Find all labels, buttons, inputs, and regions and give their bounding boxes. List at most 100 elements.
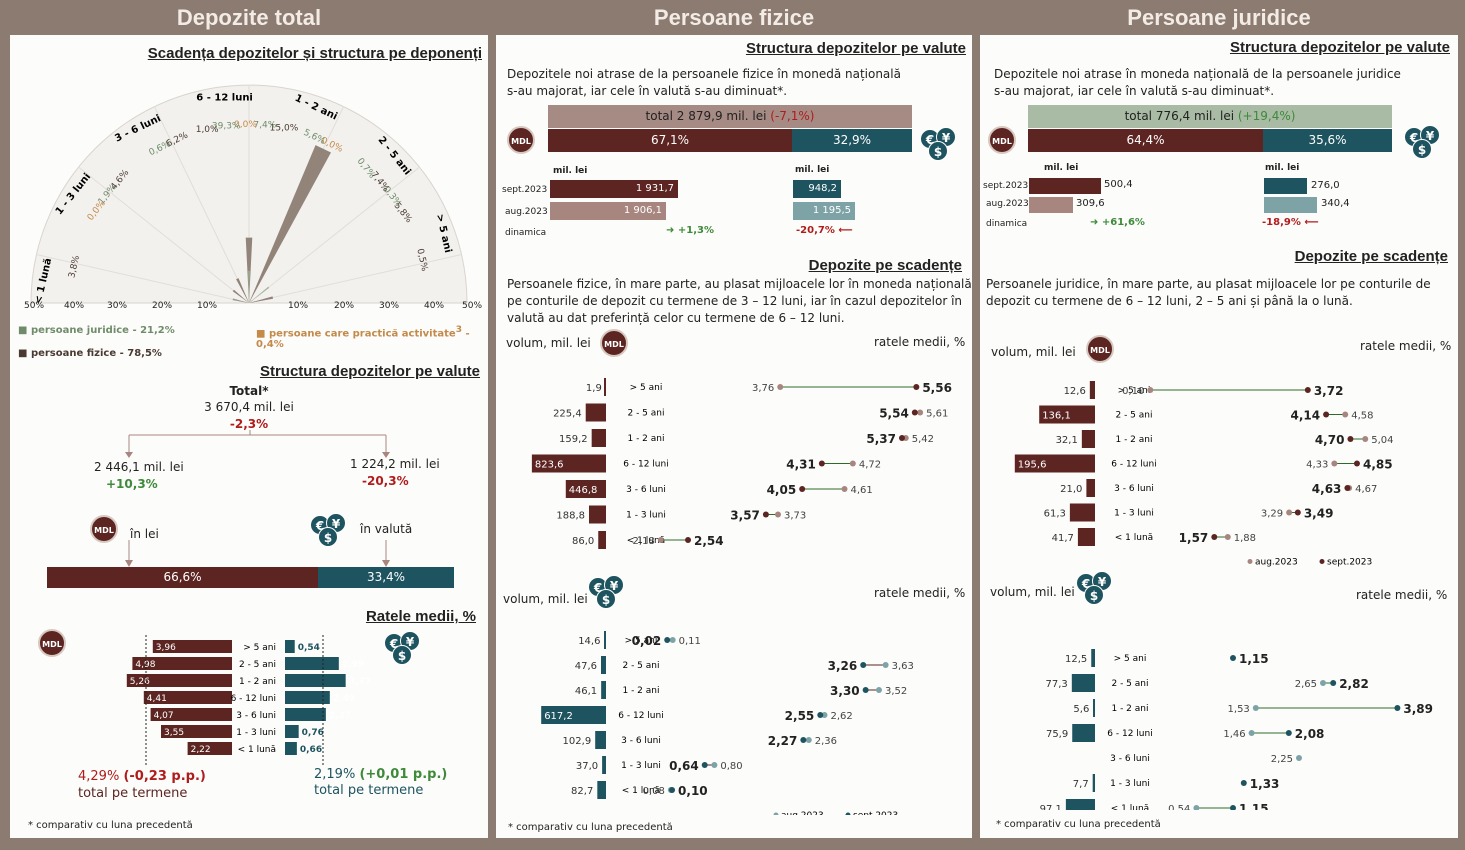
fizice-rate-label-val: ratele medii, % [874,586,966,600]
rate-val-value: 0,76 [302,728,324,738]
volume-bar [1092,774,1095,792]
total-value: 3 670,4 mil. lei [204,400,294,414]
rate-mdl-bar [152,640,232,653]
share-val-bar: 33,4% [318,567,454,588]
aug-dot [1193,805,1200,810]
fizice-val-aug-bar: 1 195,5 [793,202,855,220]
rate-val-bar [285,657,339,670]
currency-structure-title: Structura depozitelor pe valute [259,363,480,380]
aug-rate-label: 3,52 [885,686,907,697]
fizice-mdl-share: 67,1% [548,129,792,152]
sept-dot [818,460,825,467]
radar-spoke-line [78,166,250,304]
maturity-label: 2 - 5 ani [1115,411,1152,421]
aug-dot [777,384,784,390]
aug-dot [711,762,718,768]
radar-spike [232,298,249,303]
panel-juridice: Structura depozitelor pe valute Depozite… [980,35,1458,838]
val-change: -20,3% [362,474,409,488]
radar-scale-label: 20% [152,301,173,311]
maturity-label: < 1 lună [1115,533,1153,543]
fizice-dyn-label: dinamica [505,228,547,238]
maturity-label: 6 - 12 luni [1107,729,1152,739]
fizice-total-change: (-7,1%) [770,109,815,123]
fizice-text1: Depozitele noi atrase de la persoanele f… [507,67,901,81]
fizice-val-dyn-value: -20,7% [796,225,835,236]
radar-spoke-line [36,254,250,304]
sept-rate-label: 1,33 [1250,777,1280,791]
rate-category-label: 2 - 5 ani [239,660,276,670]
juridice-aug-label: aug.2023 [986,199,1029,209]
aug-rate-label: 5,42 [912,434,934,445]
sept-dot [1347,436,1354,442]
radar-title: Scadența depozitelor și structura pe dep… [147,45,482,62]
val-total-label: total pe termene [314,783,424,798]
fizice-mdl-sept-bar: 1 931,7 [550,180,678,198]
volume-value: 82,7 [571,786,593,797]
fizice-total-label: total 2 879,9 mil. lei [645,109,767,123]
volume-value: 225,4 [553,409,582,420]
fizice-mdl-icon: MDL [507,126,535,154]
aug-rate-label: 1,53 [1228,704,1250,715]
volume-value: 195,6 [1018,460,1047,471]
juridice-val-chart: 12,5 > 5 ani 1,15 77,3 2 - 5 ani 2,65 2,82 5,6 1… [1040,649,1433,810]
volume-value: 12,6 [1064,386,1086,397]
rate-mdl-value: 3,55 [164,728,184,738]
mdl-value: 2 446,1 mil. lei [94,460,184,474]
maturity-label: 6 - 12 luni [623,460,668,470]
rate-mdl-bar [132,657,232,670]
rates-chart: 3,96 > 5 ani 0,544,98 2 - 5 ani 2,995,26 1 - … [126,635,371,765]
maturity-label: 2 - 5 ani [627,409,664,419]
radar-spike [249,145,331,303]
rate-mdl-value: 5,26 [130,677,150,687]
juridice-text2: s-au majorat, iar cele în valută s-au di… [994,84,1275,98]
aug-rate-label: 2,36 [815,736,837,747]
maturity-label: > 5 ani [630,383,663,393]
volume-value: 5,6 [1073,704,1089,715]
sept-dot [1285,730,1292,736]
juridice-dyn-label: dinamica [986,219,1028,229]
val-value: 1 224,2 mil. lei [350,457,440,471]
maturity-label: < 1 lună [622,786,660,796]
sept-rate-label: 3,30 [830,684,860,698]
volume-bar [601,681,606,699]
sept-dot [669,787,676,793]
aug-rate-label: 4,33 [1306,460,1328,471]
volume-bar [1093,699,1095,717]
juridice-val-aug-bar [1264,197,1317,213]
sept-dot [1394,705,1401,711]
volume-bar [585,403,606,422]
sept-dot [1353,460,1360,467]
radar-spike [236,278,249,303]
juridice-vol-currency-icon: € ¥ $ [1076,571,1116,605]
rate-mdl-bar [161,725,232,738]
fizice-aug-label: aug.2023 [505,207,548,217]
sept-rate-label: 5,56 [922,381,952,395]
juridice-sept-label: sept.2023 [983,181,1029,191]
juridice-vol-label-val: volum, mil. lei [990,585,1075,599]
sept-rate-label: 4,14 [1290,409,1320,423]
rates-currency-icon: € ¥ $ [384,631,424,665]
juridice-unit-val: mil. lei [1265,163,1300,173]
volume-bar [565,480,606,498]
aug-dot [669,637,676,643]
aug-rate-label: 5,61 [926,409,948,420]
sept-rate-label: 3,49 [1304,507,1334,521]
radar-scale-label: 30% [107,301,128,311]
volume-bar [598,531,606,549]
sept-rate-label: 4,05 [767,483,797,497]
rate-mdl-bar [126,674,232,687]
rate-val-bar [285,691,330,704]
aug-rate-label: 2,18 [633,536,655,547]
legend-practica: persoane care practică activitate [268,328,456,340]
legend-sept-label: sept.2023 [1327,558,1372,568]
total-change: -2,3% [229,417,269,431]
fizice-scad-text0: Persoanele fizice, în mare parte, au pla… [507,277,972,291]
radar-spoke-line [153,106,250,304]
volume-value: 14,6 [578,636,600,647]
aug-rate-label: 3,29 [1261,509,1283,520]
radar-scale-label: 50% [24,301,45,311]
juridice-total-change: (+19,4%) [1237,109,1296,123]
volume-bar [602,756,606,774]
sept-dot [1323,411,1330,418]
